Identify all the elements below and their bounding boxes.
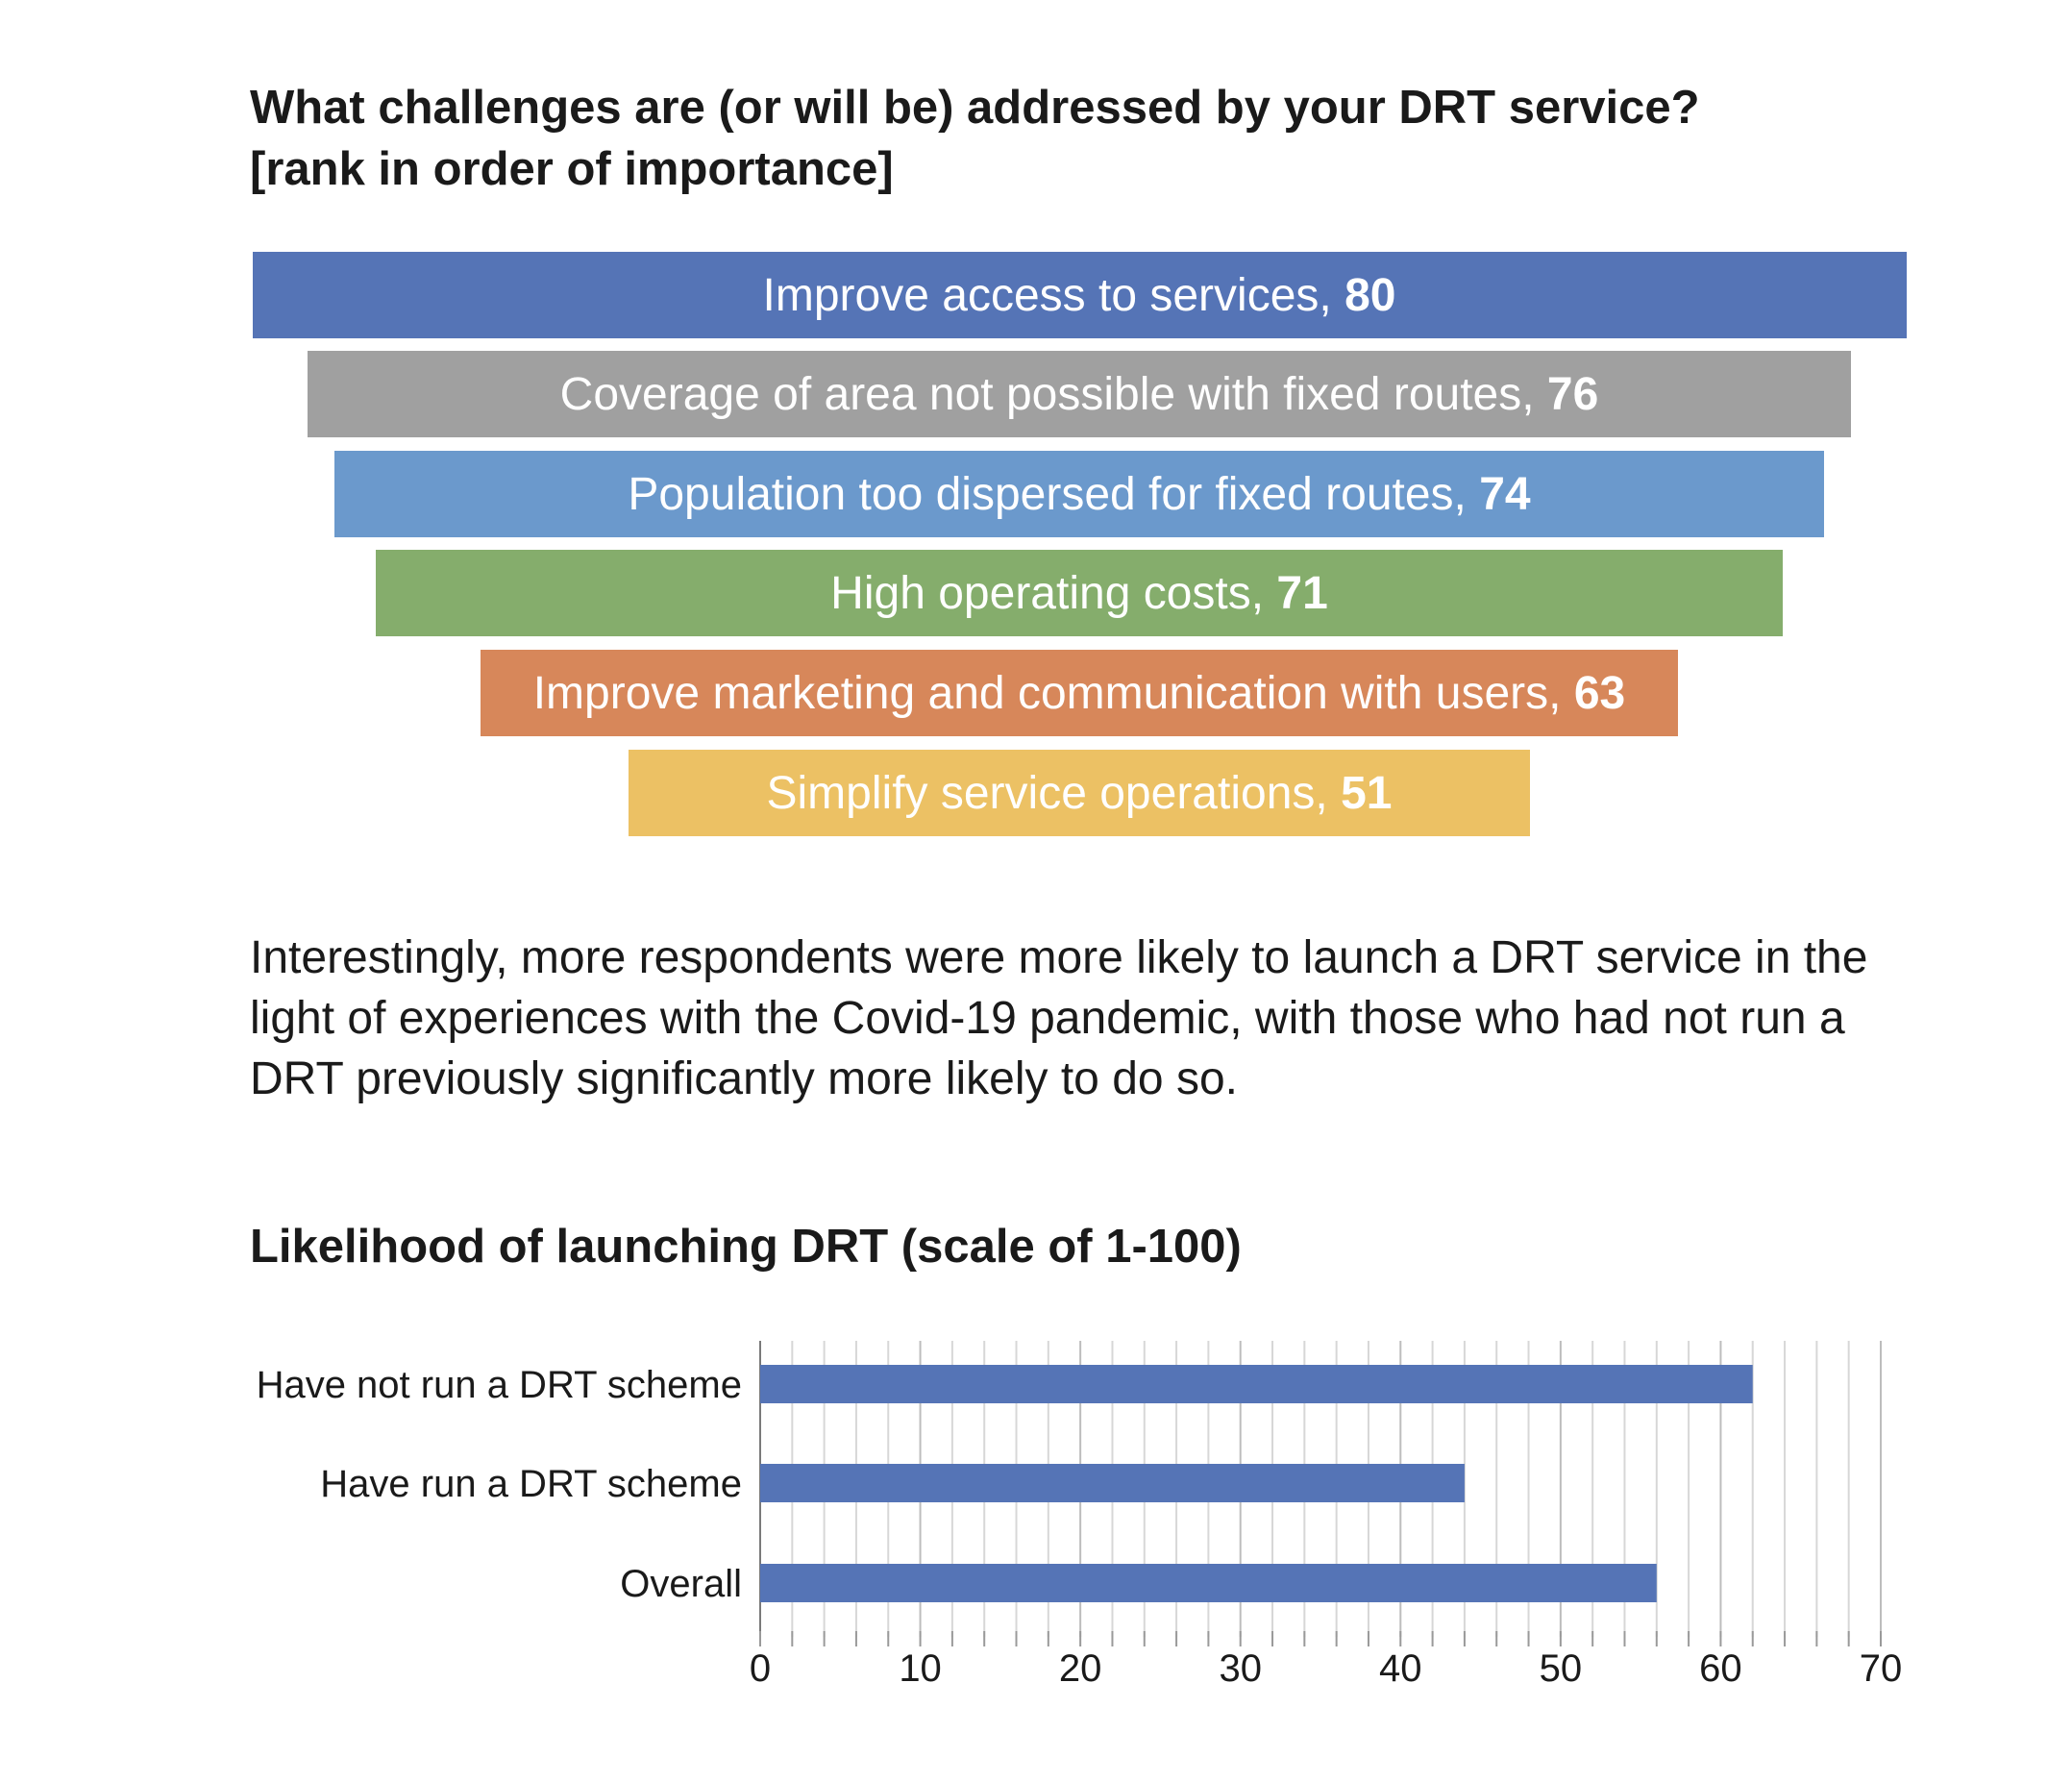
x-tick-label: 30 [1219, 1647, 1262, 1690]
funnel-bar: Improve marketing and communication with… [480, 650, 1679, 736]
bar-chart-title: Likelihood of launching DRT (scale of 1-… [250, 1221, 1242, 1273]
funnel-bar-label: Improve access to services, [762, 269, 1345, 321]
funnel-chart-title-line2: [rank in order of importance] [250, 143, 894, 195]
funnel-bar-value: 74 [1479, 468, 1531, 520]
bar [760, 1564, 1657, 1602]
funnel-bar-value: 51 [1341, 767, 1393, 819]
x-tick-label: 20 [1059, 1647, 1102, 1690]
category-label: Have run a DRT scheme [320, 1463, 742, 1505]
x-tick-label: 40 [1379, 1647, 1422, 1690]
x-tick-label: 60 [1699, 1647, 1742, 1690]
bar [760, 1464, 1465, 1502]
x-tick-label: 0 [750, 1647, 771, 1690]
category-label: Overall [620, 1563, 742, 1605]
funnel-bar: Coverage of area not possible with fixed… [308, 351, 1851, 437]
funnel-bar: Simplify service operations, 51 [629, 750, 1530, 836]
funnel-bar-label: Simplify service operations, [766, 767, 1342, 819]
bar [760, 1365, 1753, 1403]
x-tick-label: 50 [1540, 1647, 1583, 1690]
funnel-bar-label: Population too dispersed for fixed route… [628, 468, 1480, 520]
body-paragraph: Interestingly, more respondents were mor… [250, 932, 1868, 1104]
funnel-bar-label: Coverage of area not possible with fixed… [559, 368, 1547, 420]
funnel-chart-title-line1: What challenges are (or will be) address… [250, 82, 1700, 134]
funnel-chart-title: What challenges are (or will be) address… [250, 77, 1932, 200]
funnel-bar-value: 71 [1276, 567, 1328, 619]
funnel-bar-label: Improve marketing and communication with… [532, 667, 1574, 719]
category-label: Have not run a DRT scheme [257, 1364, 742, 1406]
funnel-bar: Population too dispersed for fixed route… [334, 451, 1824, 537]
x-tick-label: 10 [899, 1647, 942, 1690]
funnel-bar: High operating costs, 71 [375, 550, 1784, 636]
funnel-bar-value: 76 [1546, 368, 1599, 420]
funnel-bar: Improve access to services, 80 [252, 252, 1907, 338]
x-tick-label: 70 [1860, 1647, 1903, 1690]
funnel-bar-value: 63 [1573, 667, 1626, 719]
funnel-bar-label: High operating costs, [830, 567, 1277, 619]
funnel-chart: Improve access to services, 80 Coverage o… [0, 0, 2072, 865]
funnel-bar-value: 80 [1344, 269, 1396, 321]
